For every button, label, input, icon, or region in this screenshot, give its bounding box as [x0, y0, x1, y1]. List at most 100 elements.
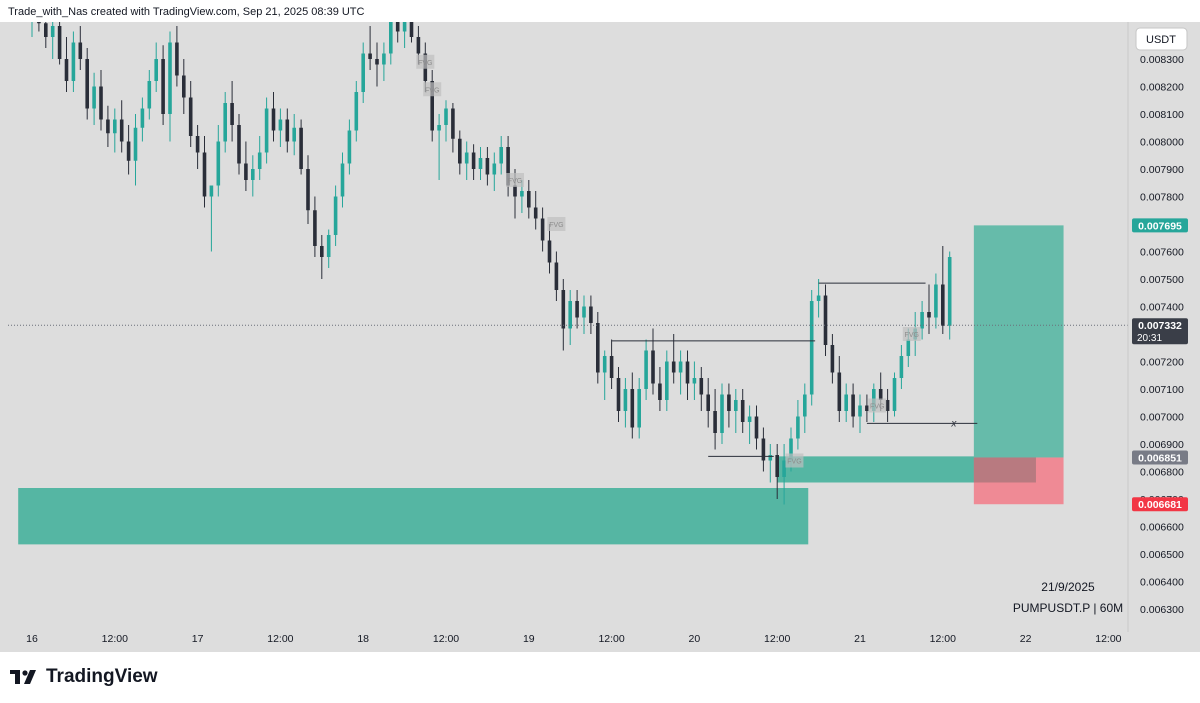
candle [941, 246, 945, 334]
currency-badge[interactable]: USDT [1135, 27, 1188, 51]
candle [264, 97, 269, 164]
candle-body [740, 400, 745, 422]
candle-body [437, 125, 441, 131]
candle-body [85, 59, 89, 109]
demand-zone-1 [18, 488, 809, 545]
y-tick-label: 0.006300 [1140, 604, 1184, 616]
candle-body [64, 59, 69, 81]
candle [796, 400, 800, 450]
candle [85, 48, 89, 120]
candle-body [671, 361, 676, 373]
candle-body [50, 26, 55, 37]
candle [816, 279, 821, 318]
candle [78, 26, 83, 70]
candle [630, 372, 635, 439]
fvg-box [506, 173, 524, 187]
candle-body [644, 350, 648, 389]
chart-frame[interactable]: x FVG FVG FVG FVG FVG FVG FVG 0.006300 0.006400… [0, 0, 1200, 652]
candle [492, 152, 497, 191]
candle [899, 345, 904, 389]
candle-body [230, 103, 234, 125]
price-label: 0.006681 [1138, 499, 1182, 511]
candle-body [554, 262, 559, 290]
fvg-box [423, 82, 442, 97]
candle [754, 405, 759, 450]
x-tick-label: 12:00 [598, 633, 624, 645]
fvg-box [547, 217, 566, 231]
price-label-bg [1132, 218, 1188, 233]
candle [106, 105, 110, 147]
price-chart[interactable]: x FVG FVG FVG FVG FVG FVG FVG 0.006300 0.006400… [0, 0, 1200, 652]
candle-body [665, 361, 669, 400]
price-label: 0.006851 [1138, 452, 1182, 464]
fvg-box [416, 54, 435, 69]
candle-body [161, 59, 165, 114]
candle-body [402, 20, 407, 32]
candle-body [382, 53, 386, 65]
cross-marker: x [950, 418, 957, 429]
candle [464, 141, 469, 180]
fvg-layer: FVG FVG FVG FVG FVG FVG FVG [416, 54, 921, 468]
candle-body [92, 86, 96, 109]
candle-body [540, 218, 545, 241]
target-zone [973, 225, 1064, 458]
candle [644, 339, 648, 400]
tradingview-logo[interactable]: TradingView [10, 666, 158, 688]
candle [444, 100, 448, 142]
fvg-label: FVG [870, 404, 884, 411]
candle-body [223, 103, 227, 142]
candle [140, 97, 145, 142]
symbol-interval: PUMPUSDT.P | 60M [1013, 601, 1123, 615]
candle-body [154, 59, 158, 81]
candle-body [837, 372, 842, 411]
price-label-bg [1132, 318, 1188, 345]
candle [92, 72, 96, 125]
candle [154, 42, 158, 92]
candle [547, 224, 552, 274]
candle-body [375, 59, 379, 65]
candle-body [699, 378, 704, 395]
candle [602, 350, 607, 400]
candle [113, 108, 117, 153]
candle [313, 196, 317, 257]
candle [740, 389, 745, 433]
candle-body [244, 163, 248, 180]
y-tick-label: 0.007800 [1140, 192, 1184, 204]
lines-layer: x [8, 282, 1128, 457]
candle [306, 155, 310, 224]
candle [658, 367, 662, 411]
candle [609, 339, 614, 389]
candle-body [899, 356, 904, 378]
candle-body [809, 301, 814, 395]
candle-body [803, 394, 807, 417]
y-tick-label: 0.007900 [1140, 164, 1184, 176]
candle-body [416, 37, 421, 54]
candle-body [306, 169, 310, 211]
candle-body [368, 53, 372, 59]
candle-body [71, 42, 76, 81]
candle [554, 251, 559, 301]
candle [133, 114, 138, 186]
x-tick-label: 12:00 [102, 633, 128, 645]
candle [561, 279, 566, 351]
candle-body [209, 185, 214, 197]
candle-body [685, 361, 690, 384]
candle [582, 295, 586, 334]
zones-layer [18, 225, 1064, 545]
y-tick-label: 0.006800 [1140, 467, 1184, 479]
candle [471, 144, 476, 180]
candle-body [492, 163, 497, 175]
candle-body [361, 53, 365, 92]
candle [685, 350, 690, 400]
candle-body [947, 257, 952, 326]
candle-body [299, 127, 303, 169]
candle-body [471, 152, 476, 169]
candle [823, 284, 828, 356]
candle-body [533, 207, 538, 219]
candle [299, 119, 303, 175]
candle-body [796, 416, 800, 439]
candle [692, 361, 697, 400]
candle [333, 185, 338, 246]
fvg-box [902, 327, 921, 341]
candle-body [920, 312, 924, 329]
